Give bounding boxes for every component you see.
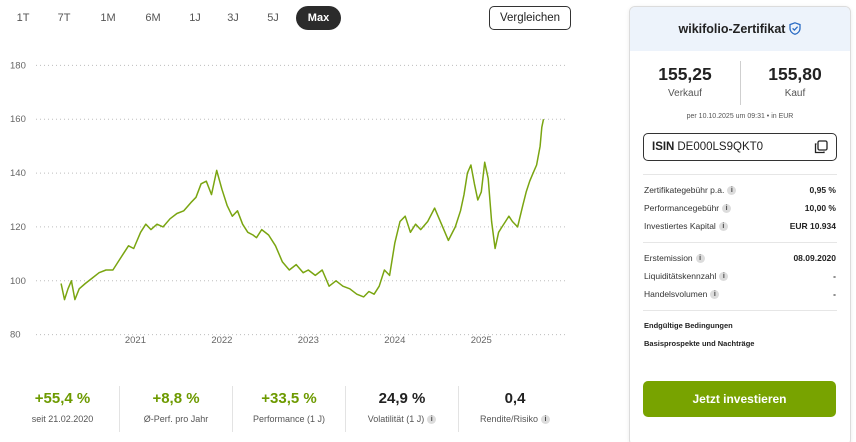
- stat-value: 24,9 %: [378, 390, 426, 407]
- shield-check-icon: [789, 22, 802, 35]
- isin-field: ISIN DE000LS9QKT0: [643, 133, 837, 161]
- y-tick-label: 160: [10, 114, 26, 125]
- stat-value: +55,4 %: [34, 390, 91, 407]
- performance-chart: 80 100 120 140 160 180 2021 2022 2023 2024 2025: [10, 60, 566, 346]
- stat-performance-1y: +33,5 % Performance (1 J): [232, 386, 345, 432]
- range-tab-1t[interactable]: 1T: [16, 12, 30, 24]
- info-icon[interactable]: i: [710, 290, 720, 299]
- y-tick-label: 140: [10, 168, 26, 179]
- y-tick-label: 180: [10, 60, 26, 71]
- price-timestamp: per 10.10.2025 um 09:31 • in EUR: [686, 113, 794, 120]
- stat-value: +33,5 %: [261, 390, 317, 407]
- stat-total-return: +55,4 % seit 21.02.2020: [6, 386, 119, 432]
- stat-label: Volatilität (1 J) i: [346, 414, 458, 424]
- doc-link-final-terms[interactable]: Endgültige Bedingungen: [644, 321, 733, 330]
- x-tick-label: 2023: [298, 335, 319, 346]
- y-tick-label: 100: [10, 276, 26, 287]
- stat-volatility: 24,9 % Volatilität (1 J) i: [345, 386, 458, 432]
- stat-label: Rendite/Risiko i: [459, 414, 571, 424]
- detail-key: Liquiditätskennzahl: [644, 271, 717, 281]
- range-tab-6m[interactable]: 6M: [145, 12, 161, 24]
- info-icon[interactable]: i: [427, 415, 437, 424]
- stat-avg-performance: +8,8 % Ø-Perf. pro Jahr: [119, 386, 232, 432]
- info-icon[interactable]: i: [695, 254, 705, 263]
- buy-label: Kauf: [784, 88, 806, 99]
- isin-value: DE000LS9QKT0: [677, 141, 764, 153]
- y-tick-label: 120: [10, 222, 26, 233]
- fee-key: Performancegebühr: [644, 203, 720, 213]
- info-icon[interactable]: i: [541, 415, 551, 424]
- stat-label: Ø-Perf. pro Jahr: [143, 414, 209, 424]
- fee-key: Zertifikategebühr p.a.: [644, 185, 725, 195]
- info-icon[interactable]: i: [718, 222, 728, 231]
- sell-price-block: 155,25 Verkauf: [630, 59, 740, 99]
- buy-price: 155,80: [768, 64, 822, 84]
- x-tick-label: 2021: [125, 335, 146, 346]
- detail-row: Erstemission i 08.09.2020: [644, 248, 836, 266]
- compare-button[interactable]: Vergleichen: [489, 6, 571, 30]
- panel-title: wikifolio-Zertifikat: [678, 22, 786, 36]
- detail-value: -: [833, 289, 836, 299]
- range-tab-max[interactable]: Max: [296, 6, 341, 30]
- fee-value: 0,95 %: [809, 185, 836, 195]
- doc-link-prospectus[interactable]: Basisprospekte und Nachträge: [644, 339, 755, 348]
- stat-return-risk: 0,4 Rendite/Risiko i: [458, 386, 571, 432]
- range-tab-5j[interactable]: 5J: [267, 12, 279, 24]
- fee-row: Performancegebühr i 10,00 %: [644, 198, 836, 216]
- price-block: 155,25 Verkauf 155,80 Kauf: [630, 59, 850, 117]
- info-icon[interactable]: i: [722, 204, 732, 213]
- range-tab-7t[interactable]: 7T: [57, 12, 71, 24]
- fee-value: 10,00 %: [804, 203, 836, 213]
- detail-key: Handelsvolumen: [644, 289, 708, 299]
- x-tick-label: 2022: [211, 335, 232, 346]
- y-tick-label: 80: [10, 330, 21, 341]
- range-tab-1m[interactable]: 1M: [100, 12, 116, 24]
- fee-row: Zertifikategebühr p.a. i 0,95 %: [644, 180, 836, 198]
- detail-row: Liquiditätskennzahl i -: [644, 266, 836, 284]
- divider: [643, 310, 837, 311]
- range-tab-3j[interactable]: 3J: [227, 12, 239, 24]
- x-tick-label: 2025: [471, 335, 492, 346]
- stat-label-text: Volatilität (1 J): [367, 414, 425, 424]
- stat-value: +8,8 %: [152, 390, 200, 407]
- range-tabs: 1T 7T 1M 6M 1J 3J 5J Max: [0, 6, 360, 30]
- stats-row: +55,4 % seit 21.02.2020 +8,8 % Ø-Perf. p…: [6, 386, 572, 432]
- sell-label: Verkauf: [668, 88, 702, 99]
- detail-value: -: [833, 271, 836, 281]
- divider: [643, 242, 837, 243]
- detail-key: Erstemission: [644, 253, 693, 263]
- detail-row: Handelsvolumen i -: [644, 284, 836, 302]
- performance-line: [60, 119, 545, 301]
- sell-price: 155,25: [658, 64, 712, 84]
- price-divider: [740, 61, 741, 105]
- divider: [643, 174, 837, 175]
- isin-label: ISIN: [652, 141, 675, 153]
- fee-row: Investiertes Kapital i EUR 10.934: [644, 216, 836, 234]
- stat-value: 0,4: [504, 390, 526, 407]
- range-tab-1j[interactable]: 1J: [189, 12, 201, 24]
- fee-value: EUR 10.934: [789, 221, 836, 231]
- detail-value: 08.09.2020: [793, 253, 836, 263]
- stat-label-text: Rendite/Risiko: [479, 414, 539, 424]
- fee-key: Investiertes Kapital: [644, 221, 716, 231]
- buy-price-block: 155,80 Kauf: [740, 59, 850, 99]
- copy-icon[interactable]: [814, 140, 828, 154]
- panel-header: wikifolio-Zertifikat: [630, 7, 850, 51]
- stat-label: Performance (1 J): [252, 414, 326, 424]
- invest-button[interactable]: Jetzt investieren: [643, 381, 836, 417]
- stat-label: seit 21.02.2020: [31, 414, 94, 424]
- certificate-panel: wikifolio-Zertifikat 155,25 Verkauf 155,…: [629, 6, 851, 442]
- info-icon[interactable]: i: [727, 186, 737, 195]
- x-tick-label: 2024: [384, 335, 405, 346]
- info-icon[interactable]: i: [719, 272, 729, 281]
